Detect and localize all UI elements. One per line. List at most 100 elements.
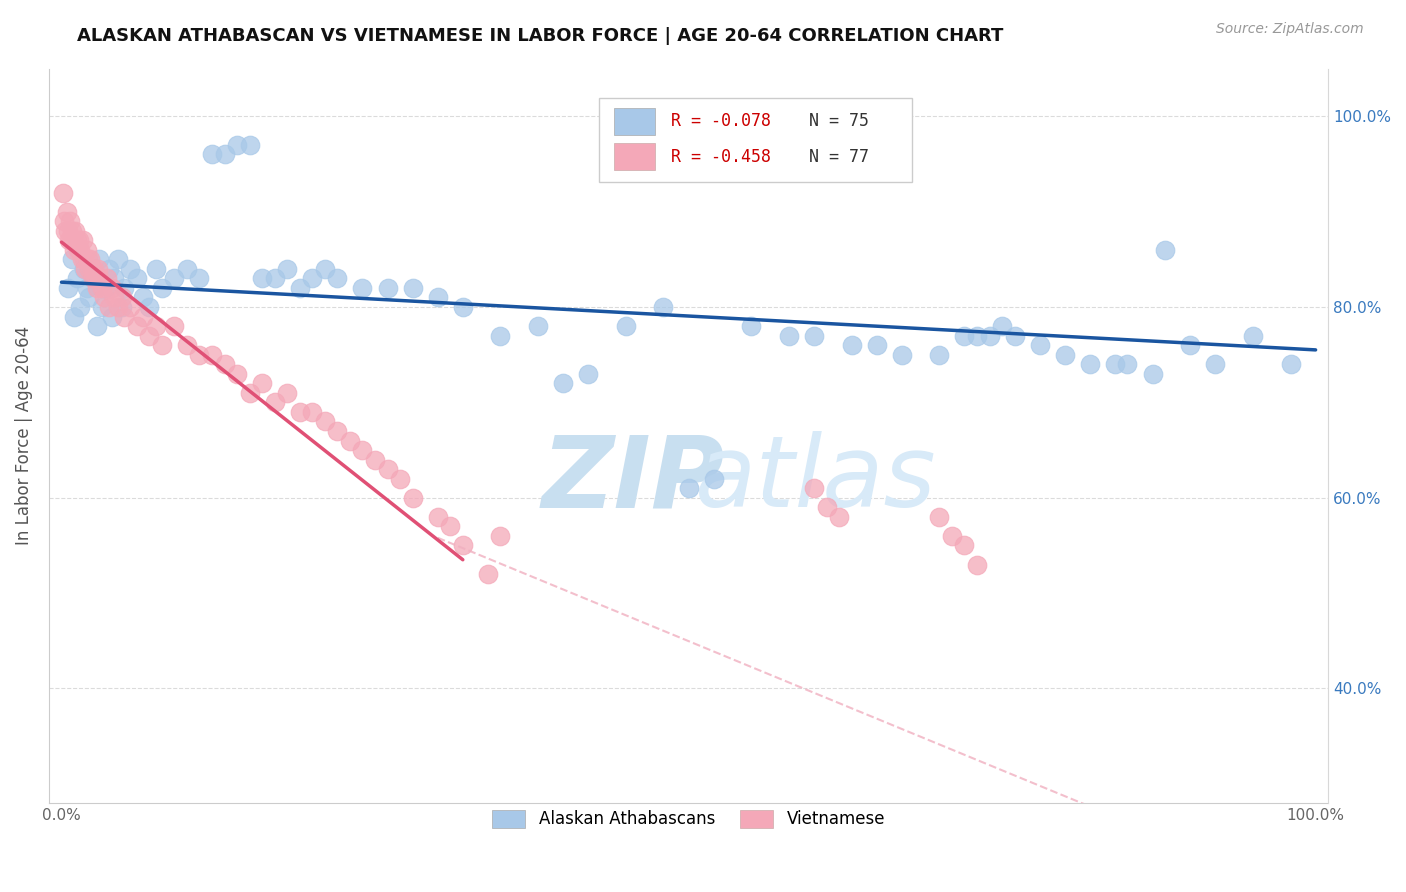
Point (73, 252, 96, 267)
Point (67, 233, 90, 247)
Point (1116, 357, 1139, 371)
Point (125, 319, 148, 334)
Point (778, 328, 800, 343)
Point (1154, 243, 1177, 257)
Point (288, 405, 311, 419)
Text: Source: ZipAtlas.com: Source: ZipAtlas.com (1216, 22, 1364, 37)
Point (103, 271, 125, 285)
Point (107, 300, 129, 314)
Point (77, 261, 100, 276)
Point (69, 300, 91, 314)
Point (89, 271, 111, 285)
Point (377, 281, 399, 295)
Point (112, 281, 135, 295)
Point (553, 376, 575, 391)
Point (866, 338, 889, 352)
FancyBboxPatch shape (614, 144, 655, 169)
Point (77, 290, 100, 304)
Point (1180, 338, 1202, 352)
Point (301, 405, 323, 419)
Point (125, 271, 148, 285)
Point (188, 348, 211, 362)
Point (138, 328, 160, 343)
Point (576, 367, 599, 381)
Point (65, 271, 87, 285)
Point (87, 261, 110, 276)
Point (120, 261, 142, 276)
Point (72, 233, 94, 247)
Point (1279, 357, 1302, 371)
Text: R = -0.078: R = -0.078 (671, 112, 770, 130)
Point (150, 281, 173, 295)
Text: ALASKAN ATHABASCAN VS VIETNAMESE IN LABOR FORCE | AGE 20-64 CORRELATION CHART: ALASKAN ATHABASCAN VS VIETNAMESE IN LABO… (77, 27, 1004, 45)
Text: atlas: atlas (695, 432, 936, 528)
Point (53, 224, 76, 238)
Point (326, 271, 349, 285)
Point (93, 290, 115, 304)
Point (239, 137, 262, 152)
Point (703, 472, 725, 486)
Point (59, 214, 82, 228)
Point (56, 224, 79, 238)
Point (263, 395, 285, 409)
Point (69, 243, 91, 257)
Point (928, 509, 950, 524)
Point (82, 271, 104, 285)
Point (96, 271, 118, 285)
Point (1241, 328, 1264, 343)
Point (163, 319, 186, 334)
Point (489, 328, 512, 343)
Point (678, 481, 700, 495)
Point (1078, 357, 1101, 371)
Point (1053, 348, 1076, 362)
Point (145, 319, 167, 334)
Point (941, 529, 963, 543)
Point (953, 328, 976, 343)
Point (163, 271, 186, 285)
Point (276, 261, 298, 276)
Point (250, 271, 273, 285)
Point (188, 271, 211, 285)
Point (226, 137, 249, 152)
Point (828, 509, 851, 524)
Point (314, 414, 336, 428)
Point (966, 558, 988, 572)
Point (84, 271, 107, 285)
Point (451, 300, 474, 314)
Point (62, 233, 84, 247)
Point (815, 500, 838, 515)
FancyBboxPatch shape (599, 98, 912, 182)
Point (60, 224, 83, 238)
Point (107, 252, 129, 267)
Point (201, 147, 224, 161)
Point (953, 538, 976, 552)
Point (401, 491, 423, 505)
Point (1104, 357, 1126, 371)
Point (426, 509, 449, 524)
Point (103, 290, 125, 304)
Point (120, 300, 142, 314)
Point (451, 538, 474, 552)
Point (841, 338, 863, 352)
Point (80, 261, 103, 276)
Point (239, 385, 262, 400)
Point (477, 567, 499, 582)
Text: R = -0.458: R = -0.458 (671, 148, 770, 166)
Point (426, 290, 449, 304)
Point (979, 328, 1001, 343)
Point (75, 261, 97, 276)
Point (58, 233, 80, 247)
Point (226, 367, 249, 381)
Point (740, 319, 762, 334)
Point (132, 310, 155, 324)
Point (86, 319, 108, 334)
FancyBboxPatch shape (614, 108, 655, 135)
Point (63, 243, 86, 257)
Point (352, 281, 374, 295)
Point (66, 243, 89, 257)
Point (966, 328, 988, 343)
Point (111, 300, 134, 314)
Point (86, 281, 108, 295)
Point (263, 271, 285, 285)
Point (73, 261, 96, 276)
